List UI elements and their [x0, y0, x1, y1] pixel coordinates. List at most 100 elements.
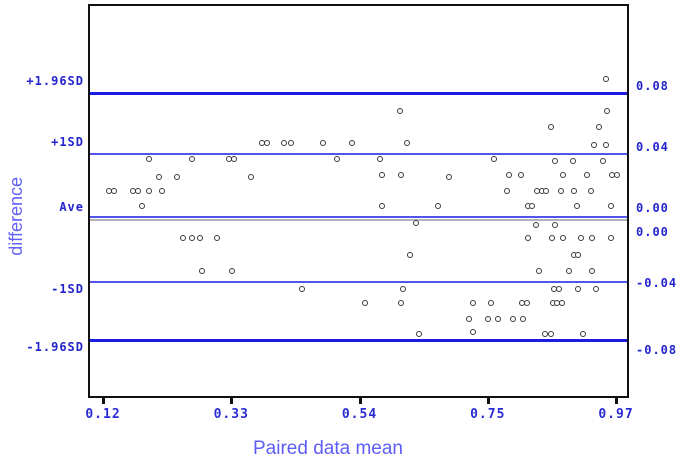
- reference-line-+1SD: [90, 153, 627, 156]
- data-point: [406, 252, 413, 259]
- data-point: [599, 157, 606, 164]
- x-tick-label: 0.33: [213, 407, 249, 422]
- reference-line-Ave: [90, 215, 627, 218]
- data-point: [555, 285, 562, 292]
- data-point: [552, 221, 559, 228]
- data-point: [397, 300, 404, 307]
- data-point: [552, 157, 559, 164]
- data-point: [158, 188, 165, 195]
- data-point: [470, 329, 477, 335]
- data-point: [573, 202, 580, 209]
- data-point: [607, 202, 614, 209]
- data-point: [589, 234, 596, 241]
- data-point: [525, 234, 532, 241]
- x-tick-label: 0.12: [85, 407, 121, 422]
- data-point: [592, 285, 599, 292]
- data-point: [412, 220, 419, 227]
- data-point: [485, 316, 492, 323]
- data-point: [535, 268, 542, 275]
- data-point: [488, 300, 495, 307]
- data-point: [379, 172, 385, 179]
- data-point: [298, 285, 305, 292]
- data-point: [558, 300, 565, 307]
- data-point: [287, 140, 294, 147]
- left-axis-label: +1.96SD: [26, 73, 84, 88]
- data-point: [188, 156, 195, 163]
- right-axis-label: -0.08: [636, 343, 678, 357]
- left-axis-label: +1SD: [51, 135, 84, 150]
- data-point: [379, 202, 385, 209]
- data-point: [281, 140, 288, 147]
- data-point: [570, 188, 577, 195]
- x-tick-label: 0.75: [470, 407, 506, 422]
- reference-line-+1.96SD: [90, 92, 627, 96]
- data-point: [607, 234, 614, 241]
- data-point: [146, 156, 153, 163]
- data-point: [445, 173, 452, 180]
- data-point: [348, 140, 355, 147]
- data-point: [263, 140, 270, 147]
- right-axis-label: -0.04: [636, 276, 678, 291]
- x-tick-mark: [615, 396, 618, 404]
- x-tick-label: 0.54: [341, 407, 378, 422]
- right-axis-label: 0.08: [636, 78, 669, 93]
- data-point: [604, 108, 611, 115]
- data-point: [569, 157, 576, 164]
- data-point: [549, 234, 556, 241]
- data-point: [590, 141, 597, 148]
- data-point: [589, 268, 596, 275]
- data-point: [520, 316, 527, 323]
- data-point: [547, 330, 554, 337]
- data-point: [155, 173, 162, 180]
- data-point: [557, 188, 564, 195]
- data-point: [248, 173, 255, 180]
- data-point: [541, 330, 548, 337]
- data-point: [400, 285, 407, 292]
- data-point: [575, 285, 582, 292]
- data-point: [470, 300, 477, 307]
- data-point: [517, 172, 524, 179]
- data-point: [543, 188, 550, 195]
- left-axis-label: Ave: [59, 199, 84, 214]
- data-point: [138, 202, 145, 209]
- reference-line-zero: [90, 219, 627, 221]
- data-point: [509, 316, 516, 323]
- data-point: [111, 188, 118, 195]
- data-point: [579, 330, 586, 337]
- reference-line--1SD: [90, 281, 627, 284]
- data-point: [560, 172, 567, 179]
- data-point: [523, 300, 530, 307]
- reference-line--1.96SD: [90, 338, 627, 342]
- data-point: [362, 300, 369, 307]
- x-tick-label: 0.97: [598, 407, 634, 422]
- data-point: [135, 188, 142, 195]
- data-point: [179, 234, 186, 241]
- data-point: [435, 202, 442, 209]
- data-point: [528, 202, 535, 209]
- data-point: [613, 172, 620, 179]
- data-point: [333, 156, 340, 163]
- data-point: [465, 316, 472, 323]
- data-point: [228, 268, 235, 275]
- x-tick-mark: [102, 396, 105, 404]
- data-point: [575, 252, 582, 259]
- data-point: [578, 234, 585, 241]
- x-axis-title: Paired data mean: [253, 438, 403, 459]
- data-point: [503, 188, 510, 195]
- data-point: [415, 330, 422, 337]
- data-point: [587, 188, 594, 195]
- right-axis-label: 0.00: [636, 225, 669, 239]
- left-axis-label: -1SD: [51, 282, 84, 297]
- data-point: [199, 268, 206, 275]
- data-point: [146, 188, 153, 195]
- data-point: [173, 173, 180, 180]
- data-point: [602, 76, 609, 83]
- data-point: [595, 124, 602, 131]
- data-point: [584, 172, 591, 179]
- data-point: [397, 108, 404, 115]
- data-point: [403, 140, 410, 147]
- data-point: [377, 156, 384, 163]
- plot-area: [88, 4, 629, 398]
- data-point: [319, 140, 326, 147]
